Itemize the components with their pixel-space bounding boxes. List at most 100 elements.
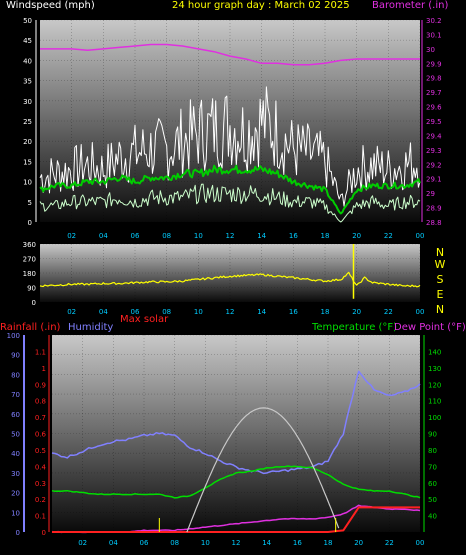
wind-x-tick: 08 [162,232,171,240]
windspeed-y-tick: 0 [28,219,32,227]
barometer-y-tick: 29.7 [426,89,442,97]
temperature-y-tick: 50 [428,496,437,504]
windspeed-y-tick: 20 [23,138,32,146]
windspeed-y-tick: 35 [23,78,32,86]
windspeed-y-tick: 15 [23,158,32,166]
humidity-y-tick: 100 [7,332,20,340]
windspeed-y-tick: 10 [23,179,32,187]
windspeed-y-tick: 45 [23,37,32,45]
humidity-y-tick: 50 [11,431,20,439]
climate-x-tick: 06 [140,539,149,547]
direction-x-tick: 16 [289,308,298,316]
rainfall-y-tick: 0.5 [35,447,46,455]
wind-x-tick: 02 [67,232,76,240]
windspeed-line [39,86,421,207]
rainfall-y-tick: 0.2 [35,496,46,504]
humidity-y-tick: 40 [11,450,20,458]
direction-x-tick: 08 [162,308,171,316]
rainfall-axis-label: Rainfall (.in) [0,322,61,333]
direction-x-tick: 04 [99,308,108,316]
climate-x-tick: 14 [262,539,271,547]
temperature-y-tick: 110 [428,398,441,406]
max-solar-label: Max solar [120,314,169,325]
rainfall-y-tick: 0.8 [35,398,46,406]
temperature-y-tick: 40 [428,513,437,521]
direction-panel [40,244,420,302]
wind-x-tick: 04 [99,232,108,240]
direction-x-tick: 18 [321,308,330,316]
direction-x-tick: 10 [194,308,203,316]
barometer-y-tick: 29.9 [426,60,442,68]
climate-x-tick: 10 [201,539,210,547]
direction-x-tick: 12 [226,308,235,316]
temperature-y-tick: 80 [428,447,437,455]
barometer-y-tick: 29.3 [426,147,442,155]
barometer-y-tick: 30 [426,46,435,54]
windspeed-y-tick: 25 [23,118,32,126]
wind-x-tick: 06 [131,232,140,240]
barometer-y-tick: 29.6 [426,104,442,112]
direction-line [39,271,421,288]
rainfall-y-tick: 0 [42,529,46,537]
rainfall-y-tick: 0.7 [35,414,46,422]
wind-x-tick: 20 [352,232,361,240]
windspeed-y-tick: 30 [23,98,32,106]
direction-x-tick: 06 [131,308,140,316]
direction-y-tick: 360 [23,241,36,249]
temperature-y-tick: 120 [428,381,441,389]
climate-x-tick: 02 [78,539,87,547]
humidity-y-tick: 70 [11,391,20,399]
wind-x-tick: 16 [289,232,298,240]
wind_avg-line [39,164,421,215]
direction-x-tick: 14 [257,308,266,316]
humidity-y-tick: 30 [11,470,20,478]
temperature-axis-label: Temperature (°F) [312,322,398,333]
humidity-line [51,370,421,475]
wind_min-line [39,183,421,223]
compass-label: E [437,288,444,301]
climate-x-tick: 00 [416,539,425,547]
barometer-y-tick: 29.8 [426,75,442,83]
direction-y-tick: 270 [23,256,36,264]
barometer-y-tick: 30.2 [426,17,442,25]
climate-x-tick: 04 [109,539,118,547]
temperature-y-tick: 90 [428,431,437,439]
climate-x-tick: 12 [232,539,241,547]
rainfall-line [52,506,420,533]
wind-panel [40,20,420,222]
humidity-y-tick: 60 [11,411,20,419]
windspeed-y-tick: 40 [23,57,32,65]
barometer-y-tick: 29 [426,190,435,198]
wind-x-tick: 10 [194,232,203,240]
barometer-line [40,43,420,66]
compass-label: S [437,273,444,286]
rainfall-y-tick: 0.3 [35,480,46,488]
barometer-y-tick: 29.1 [426,176,442,184]
barometer-y-tick: 29.2 [426,161,442,169]
temperature-y-tick: 130 [428,365,441,373]
wind-x-tick: 12 [226,232,235,240]
rainfall-y-tick: 0.1 [35,513,46,521]
direction-y-tick: 90 [27,285,36,293]
compass-label: N [436,246,444,259]
direction-y-tick: 0 [32,299,36,307]
climate-x-tick: 16 [293,539,302,547]
max-solar-curve [186,407,340,533]
direction-x-tick: 00 [416,308,425,316]
windspeed-y-tick: 50 [23,17,32,25]
wind-x-tick: 18 [321,232,330,240]
humidity-y-tick: 90 [11,352,20,360]
direction-x-tick: 20 [352,308,361,316]
temperature-line [51,465,421,499]
wind-x-tick: 22 [384,232,393,240]
rainfall-y-tick: 0.9 [35,381,46,389]
climate-x-tick: 18 [324,539,333,547]
rainfall-y-tick: 1.1 [35,348,46,356]
wind-x-tick: 00 [416,232,425,240]
rainfall-y-tick: 1 [42,365,46,373]
temperature-y-tick: 70 [428,463,437,471]
compass-label: W [435,258,446,271]
direction-y-tick: 180 [23,270,36,278]
temperature-y-tick: 140 [428,348,441,356]
